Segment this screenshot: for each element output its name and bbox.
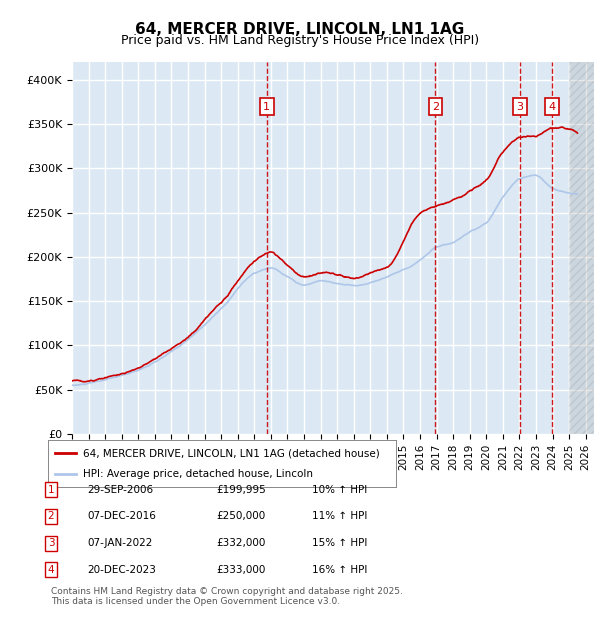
- Text: 11% ↑ HPI: 11% ↑ HPI: [312, 512, 367, 521]
- Text: 3: 3: [517, 102, 523, 112]
- Text: 07-JAN-2022: 07-JAN-2022: [87, 538, 152, 548]
- Text: 3: 3: [47, 538, 55, 548]
- Text: Price paid vs. HM Land Registry's House Price Index (HPI): Price paid vs. HM Land Registry's House …: [121, 34, 479, 47]
- Text: £333,000: £333,000: [216, 565, 265, 575]
- Bar: [569, 62, 594, 434]
- Text: 4: 4: [47, 565, 55, 575]
- Text: 15% ↑ HPI: 15% ↑ HPI: [312, 538, 367, 548]
- Text: £250,000: £250,000: [216, 512, 265, 521]
- Text: 2: 2: [47, 512, 55, 521]
- Text: 07-DEC-2016: 07-DEC-2016: [87, 512, 156, 521]
- Text: 29-SEP-2006: 29-SEP-2006: [87, 485, 153, 495]
- Text: £332,000: £332,000: [216, 538, 265, 548]
- Text: £199,995: £199,995: [216, 485, 266, 495]
- Text: 1: 1: [263, 102, 270, 112]
- Text: HPI: Average price, detached house, Lincoln: HPI: Average price, detached house, Linc…: [83, 469, 313, 479]
- Text: 2: 2: [432, 102, 439, 112]
- Text: Contains HM Land Registry data © Crown copyright and database right 2025.
This d: Contains HM Land Registry data © Crown c…: [51, 587, 403, 606]
- Text: 10% ↑ HPI: 10% ↑ HPI: [312, 485, 367, 495]
- Text: 4: 4: [548, 102, 556, 112]
- Text: 20-DEC-2023: 20-DEC-2023: [87, 565, 156, 575]
- Text: 64, MERCER DRIVE, LINCOLN, LN1 1AG (detached house): 64, MERCER DRIVE, LINCOLN, LN1 1AG (deta…: [83, 448, 380, 458]
- Text: 1: 1: [47, 485, 55, 495]
- Text: 64, MERCER DRIVE, LINCOLN, LN1 1AG: 64, MERCER DRIVE, LINCOLN, LN1 1AG: [136, 22, 464, 37]
- Text: 16% ↑ HPI: 16% ↑ HPI: [312, 565, 367, 575]
